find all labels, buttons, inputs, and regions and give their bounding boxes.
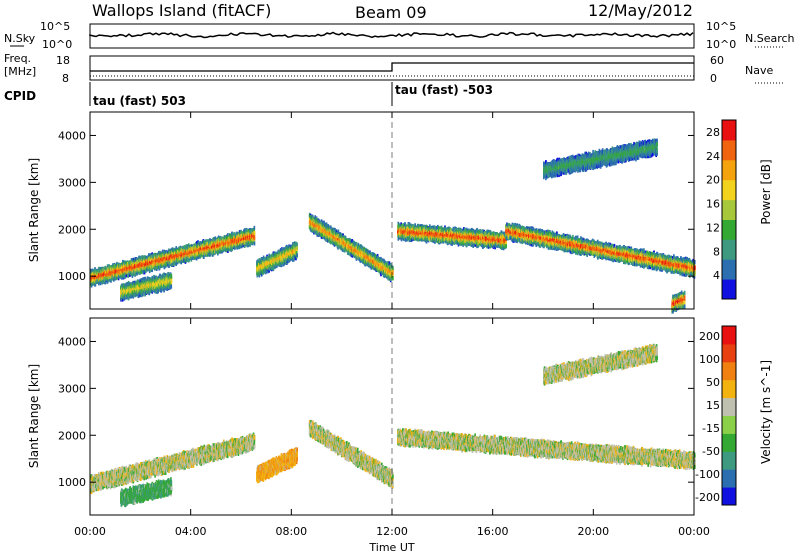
station-title: Wallops Island (fitACF) bbox=[92, 1, 271, 20]
nave-label: Nave bbox=[745, 64, 773, 77]
echo-cell bbox=[254, 231, 256, 235]
nsky-tick-bottom: 10^0 bbox=[42, 38, 72, 51]
nsearch-tick-top: 10^5 bbox=[706, 20, 736, 33]
power-heatmap bbox=[90, 138, 696, 313]
nave-tick-bottom: 0 bbox=[710, 72, 717, 85]
freq-unit: [MHz] bbox=[4, 65, 36, 78]
echo-cell bbox=[254, 236, 256, 240]
freq-label: Freq. bbox=[4, 52, 31, 65]
nsky-tick-top: 10^5 bbox=[40, 20, 70, 33]
nsearch-label: N.Search bbox=[745, 32, 795, 45]
nave-tick-top: 60 bbox=[710, 54, 724, 67]
cpid-segment-2: tau (fast) -503 bbox=[395, 83, 493, 97]
echo-cell bbox=[249, 243, 251, 247]
nsearch-tick-bottom: 10^0 bbox=[706, 38, 736, 51]
nsky-label: N.Sky bbox=[4, 32, 36, 45]
beam-title: Beam 09 bbox=[355, 3, 427, 22]
nsky-trace bbox=[90, 33, 693, 38]
date-title: 12/May/2012 bbox=[588, 1, 693, 20]
cpid-label: CPID bbox=[4, 89, 36, 103]
freq-trace bbox=[90, 63, 694, 71]
echo-cell bbox=[254, 226, 256, 230]
freq-tick-bottom: 8 bbox=[62, 72, 69, 85]
cpid-segment-1: tau (fast) 503 bbox=[93, 94, 186, 108]
freq-tick-top: 18 bbox=[56, 54, 70, 67]
echo-cell bbox=[254, 242, 256, 246]
